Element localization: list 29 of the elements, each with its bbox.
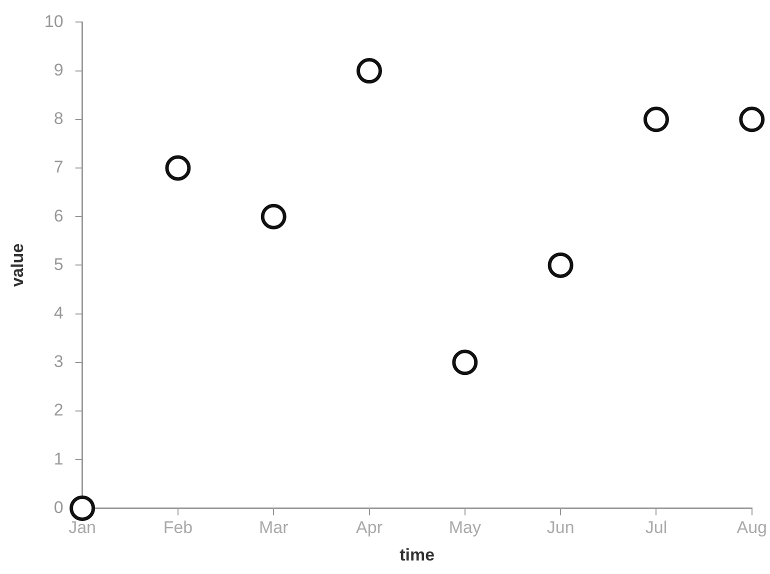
point — [260, 204, 286, 230]
y-tick-label: 10 — [44, 12, 64, 31]
y-tick-label: 0 — [54, 498, 64, 517]
point — [643, 106, 669, 132]
x-tick-label: Mar — [258, 518, 289, 538]
y-tick-label: 7 — [54, 158, 64, 177]
y-tick-label: 2 — [54, 400, 64, 420]
x-tick-label: Jan — [68, 518, 96, 538]
point — [548, 252, 574, 278]
point — [739, 106, 765, 132]
point — [356, 58, 382, 84]
y-tick-label: 6 — [54, 206, 64, 226]
y-axis-title: value — [8, 243, 27, 287]
point — [165, 155, 191, 181]
y-tick-label: 9 — [54, 60, 64, 80]
y-tick-label: 5 — [54, 254, 64, 274]
x-tick-label: Jul — [645, 518, 668, 538]
y-tick-label: 3 — [54, 352, 64, 372]
y-tick-label: 1 — [54, 449, 64, 468]
x-tick-label: May — [448, 518, 482, 538]
x-tick-label: Aug — [736, 518, 767, 538]
y-tick-label: 4 — [54, 303, 64, 322]
x-tick-label: Feb — [163, 518, 193, 538]
x-tick-label: Jun — [546, 518, 574, 538]
y-tick-label: 8 — [54, 109, 64, 128]
x-axis-title: time — [400, 545, 435, 564]
point — [70, 495, 96, 521]
x-tick-label: Apr — [356, 518, 383, 538]
point — [452, 350, 478, 376]
